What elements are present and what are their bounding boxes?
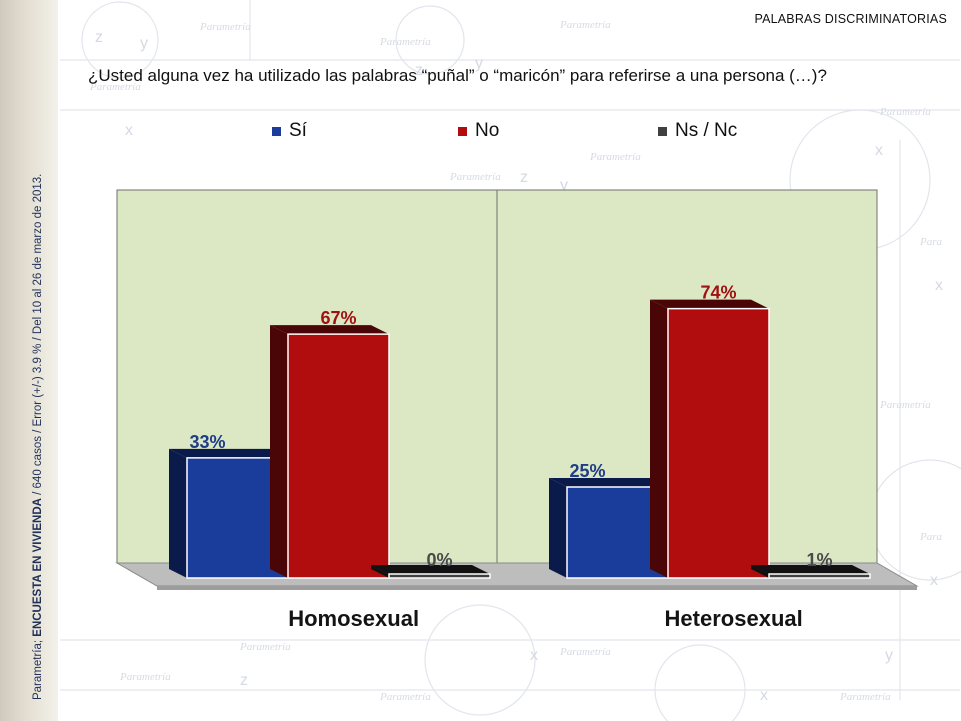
svg-text:z: z (520, 169, 528, 186)
svg-text:z: z (95, 29, 103, 46)
bar-side-si-homosexual (169, 448, 187, 578)
bar-no-homosexual (287, 333, 390, 579)
bar-side-ns-homosexual (371, 565, 389, 578)
svg-text:x: x (935, 277, 943, 294)
legend-swatch-si (272, 126, 281, 136)
bar-top-si-heterosexual (549, 478, 668, 487)
svg-text:Parametría: Parametría (839, 691, 891, 703)
data-label-si-homosexual: 33% (189, 432, 225, 452)
legend-item-no: No (458, 120, 499, 142)
bar-top-si-homosexual (169, 448, 288, 458)
svg-text:x: x (760, 687, 768, 704)
svg-text:z: z (240, 672, 248, 689)
bar-no-heterosexual (667, 307, 770, 579)
slide-header-label: PALABRAS DISCRIMINATORIAS (754, 12, 947, 26)
bar-top-ns-homosexual (371, 565, 490, 574)
svg-text:x: x (930, 572, 938, 589)
svg-text:Parametría: Parametría (879, 399, 931, 411)
svg-text:Parametría: Parametría (379, 691, 431, 703)
svg-text:Para: Para (919, 236, 943, 248)
category-label-heterosexual: Heterosexual (665, 606, 803, 631)
legend-label-no: No (475, 120, 500, 141)
bar-top-no-heterosexual (650, 299, 769, 309)
chart-legend: Sí No Ns / Nc (0, 120, 961, 144)
svg-text:y: y (140, 35, 148, 52)
svg-text:y: y (560, 177, 568, 194)
bar-side-si-heterosexual (549, 478, 567, 578)
category-label-homosexual: Homosexual (288, 606, 419, 631)
legend-item-ns: Ns / Nc (658, 120, 737, 142)
svg-text:Parametría: Parametría (379, 36, 431, 48)
legend-swatch-no (458, 126, 467, 136)
bar-top-ns-heterosexual (751, 565, 870, 574)
data-label-ns-homosexual: 0% (426, 550, 452, 570)
legend-item-si: Sí (272, 120, 307, 142)
bar-side-no-homosexual (270, 325, 288, 578)
legend-swatch-ns (658, 126, 667, 136)
data-label-no-heterosexual: 74% (700, 283, 736, 303)
svg-text:Parametría: Parametría (589, 151, 641, 163)
svg-text:x: x (530, 647, 538, 664)
data-label-no-homosexual: 67% (320, 308, 356, 328)
svg-text:Parametría: Parametría (559, 19, 611, 31)
survey-question: ¿Usted alguna vez ha utilizado las palab… (88, 66, 827, 85)
svg-text:Parametría: Parametría (449, 171, 501, 183)
legend-label-si: Sí (289, 120, 307, 141)
svg-text:Parametría: Parametría (89, 81, 141, 93)
svg-text:x: x (875, 142, 883, 159)
svg-text:y: y (475, 55, 483, 72)
data-label-si-heterosexual: 25% (569, 461, 605, 481)
bar-top-no-homosexual (270, 325, 389, 335)
side-decoration-strip (0, 0, 58, 721)
data-label-ns-heterosexual: 1% (806, 550, 832, 570)
chart-floor-edge (157, 586, 917, 590)
bar-side-ns-heterosexual (751, 565, 769, 578)
bar-ns-heterosexual (768, 573, 871, 579)
legend-label-ns: Ns / Nc (675, 120, 738, 141)
svg-text:Parametría: Parametría (879, 106, 931, 118)
svg-text:x: x (125, 122, 133, 139)
svg-text:Parametría: Parametría (239, 641, 291, 653)
svg-text:z: z (415, 62, 423, 79)
svg-text:y: y (885, 647, 893, 664)
svg-text:Parametría: Parametría (119, 671, 171, 683)
svg-text:Parametría: Parametría (199, 21, 251, 33)
svg-text:Para: Para (919, 531, 943, 543)
bar-ns-homosexual (388, 573, 491, 579)
svg-text:Parametría: Parametría (559, 646, 611, 658)
bar-side-no-heterosexual (650, 299, 668, 578)
